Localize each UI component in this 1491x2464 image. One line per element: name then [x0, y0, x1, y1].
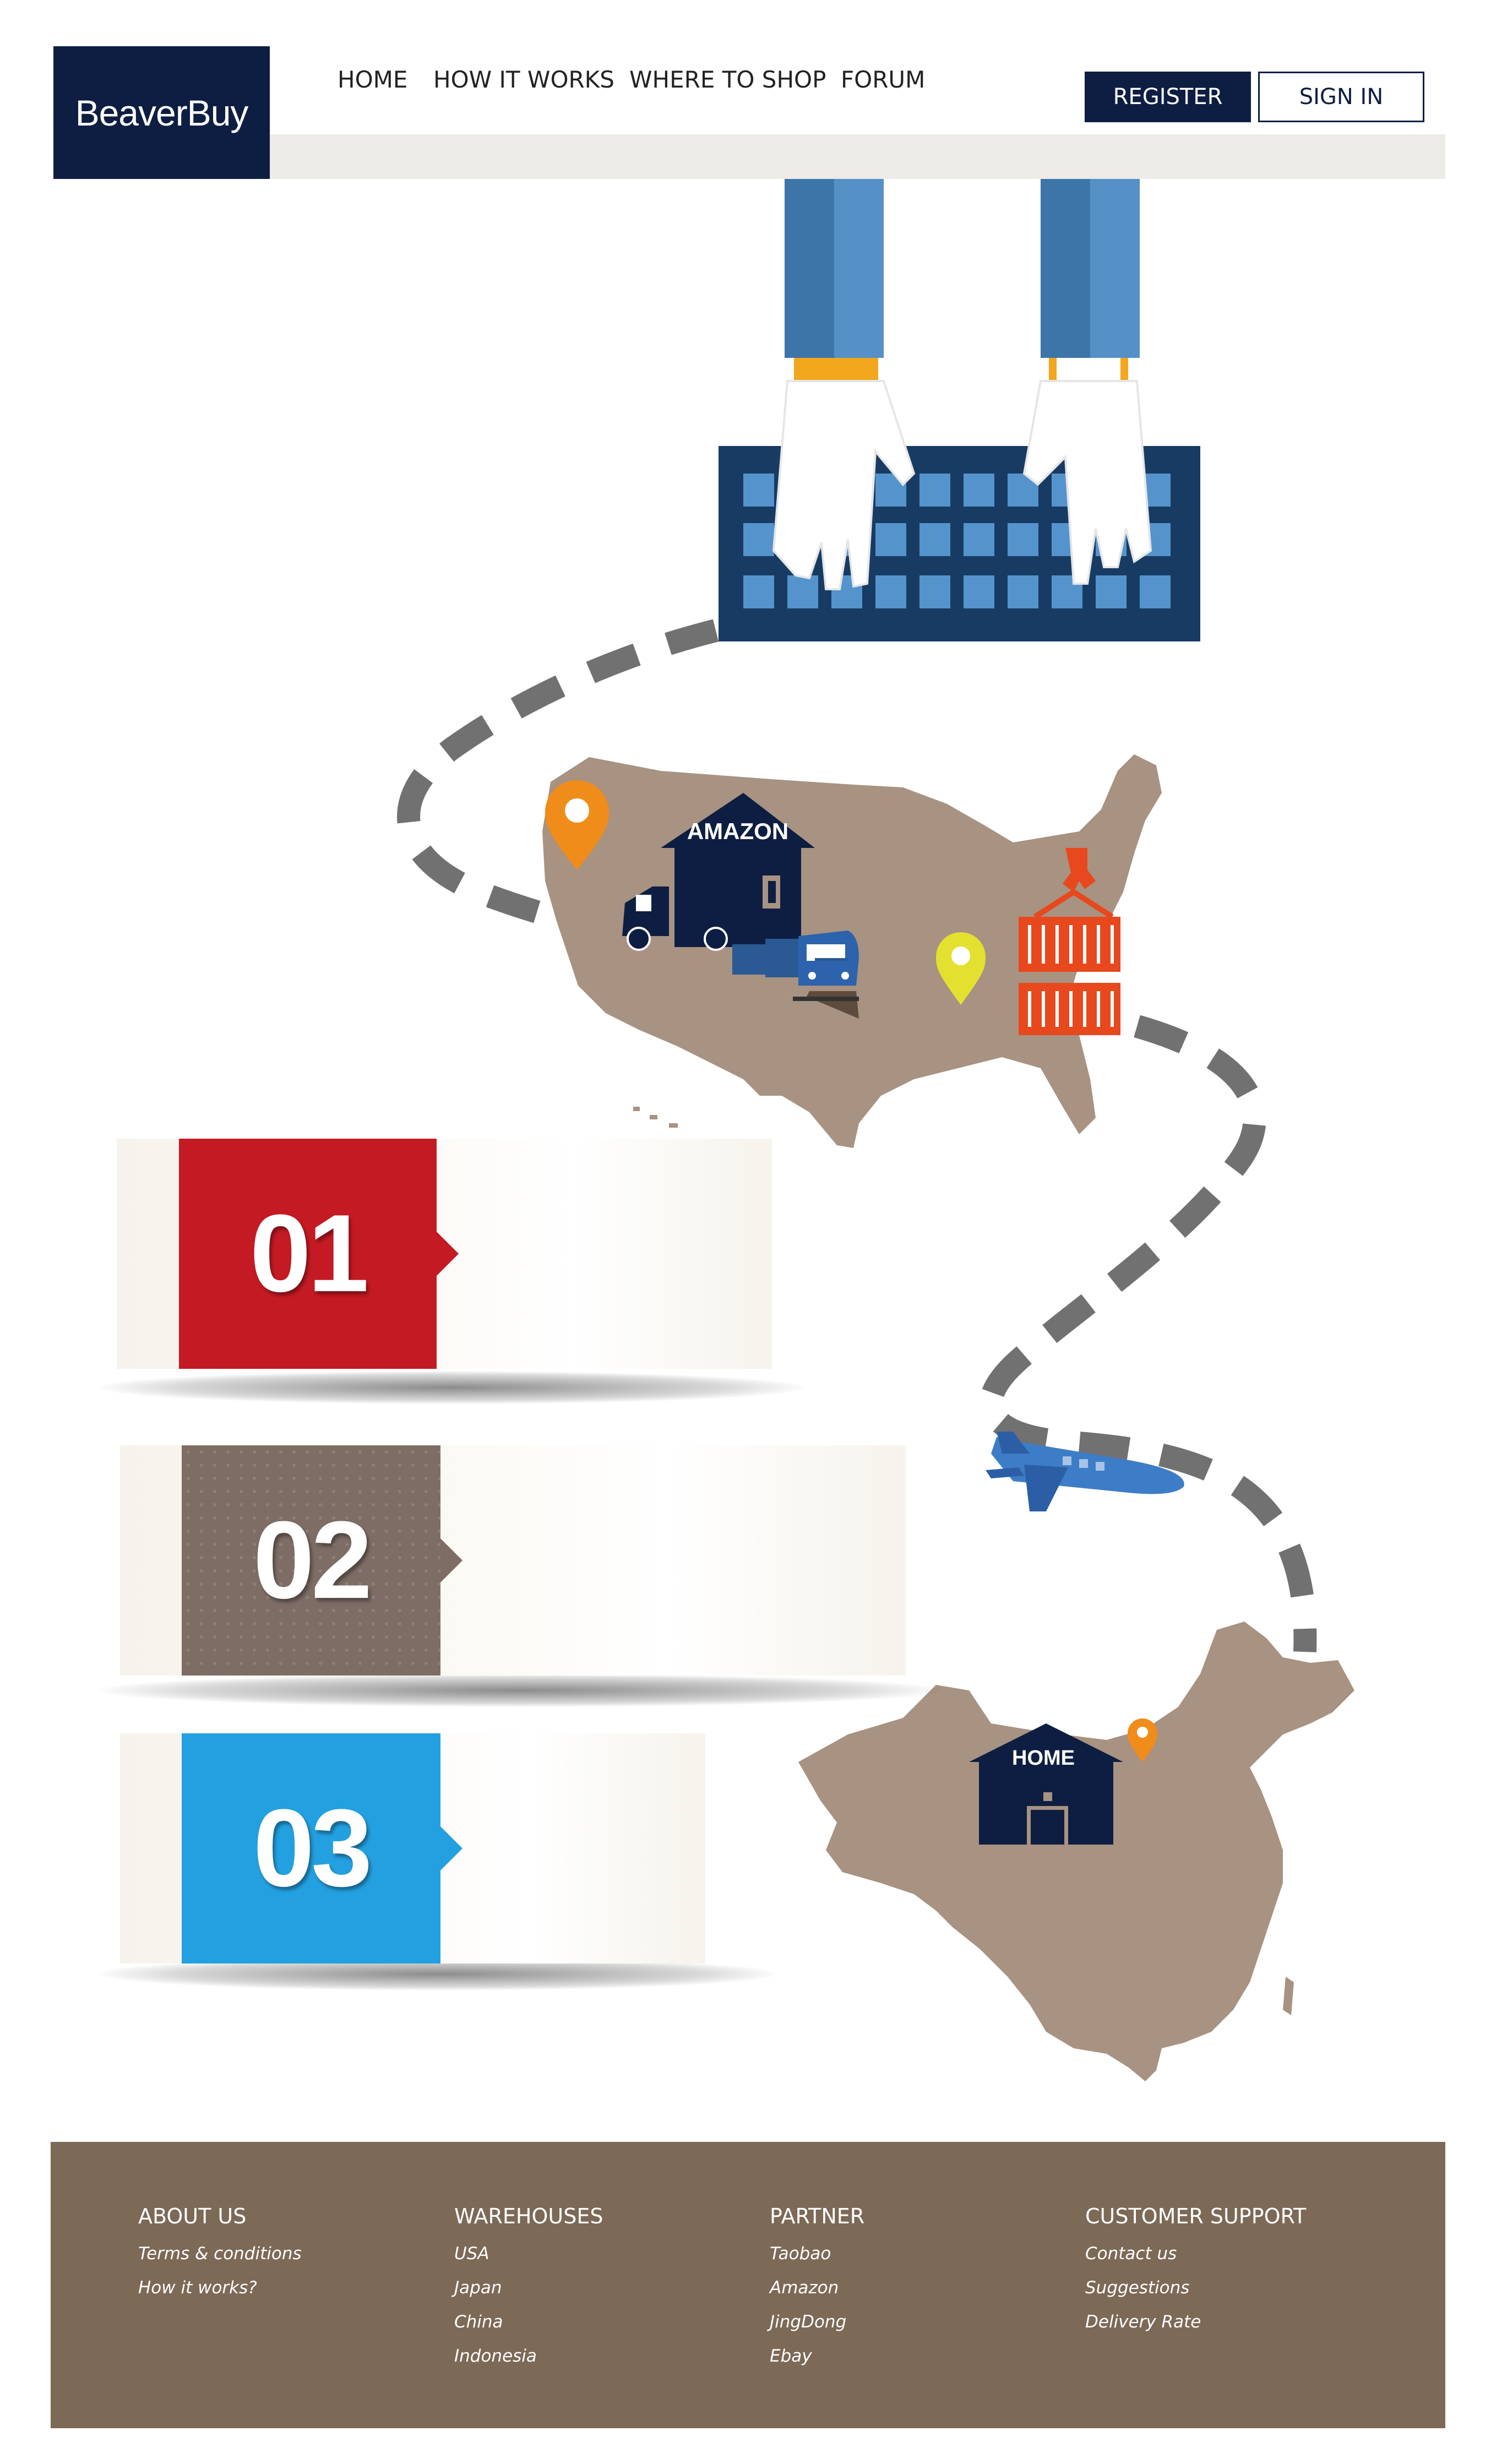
footer-link-japan[interactable]: Japan: [454, 2278, 502, 2298]
footer-link-indonesia[interactable]: Indonesia: [454, 2346, 537, 2366]
step-arrow-3: [440, 1826, 462, 1870]
sign-in-button[interactable]: SIGN IN: [1258, 72, 1424, 122]
warehouse-us-label: AMAZON: [687, 818, 788, 844]
step-number-2: 02: [253, 1499, 372, 1622]
footer-link-contact-us[interactable]: Contact us: [1085, 2244, 1177, 2264]
step-number-1: 01: [249, 1192, 369, 1315]
nav-how-it-works[interactable]: HOW IT WORKS: [433, 66, 614, 93]
orange-pin-icon: [545, 780, 609, 870]
footer-link-how-it-works[interactable]: How it works?: [138, 2278, 257, 2298]
footer-link-ebay[interactable]: Ebay: [770, 2346, 812, 2366]
footer-link-amazon[interactable]: Amazon: [770, 2278, 839, 2298]
container-crane-icon: [1019, 848, 1120, 1035]
footer: [51, 2142, 1445, 2428]
train-icon: [732, 931, 859, 1019]
nav-where-to-shop[interactable]: WHERE TO SHOP: [629, 66, 826, 93]
arms: [785, 179, 1140, 381]
logo[interactable]: BeaverBuy: [53, 46, 270, 179]
logo-text: BeaverBuy: [75, 92, 249, 133]
footer-heading-about-us: ABOUT US: [138, 2204, 247, 2228]
footer-link-taobao[interactable]: Taobao: [770, 2244, 831, 2264]
step-number-3: 03: [253, 1787, 372, 1910]
footer-link-suggestions[interactable]: Suggestions: [1085, 2278, 1190, 2298]
taiwan-shape: [1283, 1977, 1294, 2015]
footer-link-jingdong[interactable]: JingDong: [770, 2312, 847, 2332]
home-pin-icon: [1128, 1718, 1157, 1762]
home-warehouse-icon: HOME: [969, 1723, 1123, 1845]
register-button[interactable]: REGISTER: [1085, 72, 1251, 122]
footer-link-china[interactable]: China: [454, 2312, 503, 2332]
footer-heading-warehouses: WAREHOUSES: [454, 2204, 603, 2228]
nav-strip: [270, 134, 1445, 179]
truck-icon: [622, 870, 735, 951]
footer-link-delivery-rate[interactable]: Delivery Rate: [1085, 2312, 1201, 2332]
hawaii-dots: [633, 1107, 678, 1128]
step-badge-1: 01: [179, 1139, 459, 1369]
yellow-pin-icon: [936, 932, 986, 1005]
dashed-route: [397, 619, 1317, 1652]
nav-forum[interactable]: FORUM: [841, 66, 926, 93]
footer-heading-customer-support: CUSTOMER SUPPORT: [1085, 2204, 1307, 2228]
step-card-1-shadow: [99, 1371, 804, 1404]
footer-link-terms[interactable]: Terms & conditions: [138, 2244, 302, 2264]
shipping-illustration: AMAZON: [397, 179, 1354, 2081]
warehouse-home-label: HOME: [1012, 1747, 1075, 1770]
airplane-icon: [986, 1432, 1184, 1511]
china-map: [798, 1622, 1354, 2081]
step-arrow-1: [437, 1232, 459, 1276]
step-card-2-shadow: [99, 1674, 942, 1707]
nav-home[interactable]: HOME: [338, 66, 408, 93]
footer-heading-partner: PARTNER: [770, 2204, 865, 2228]
hands: [772, 380, 1152, 590]
footer-link-usa[interactable]: USA: [454, 2244, 489, 2264]
step-badge-2: 02: [182, 1445, 462, 1676]
step-arrow-2: [440, 1538, 462, 1582]
step-badge-3: 03: [182, 1733, 462, 1963]
